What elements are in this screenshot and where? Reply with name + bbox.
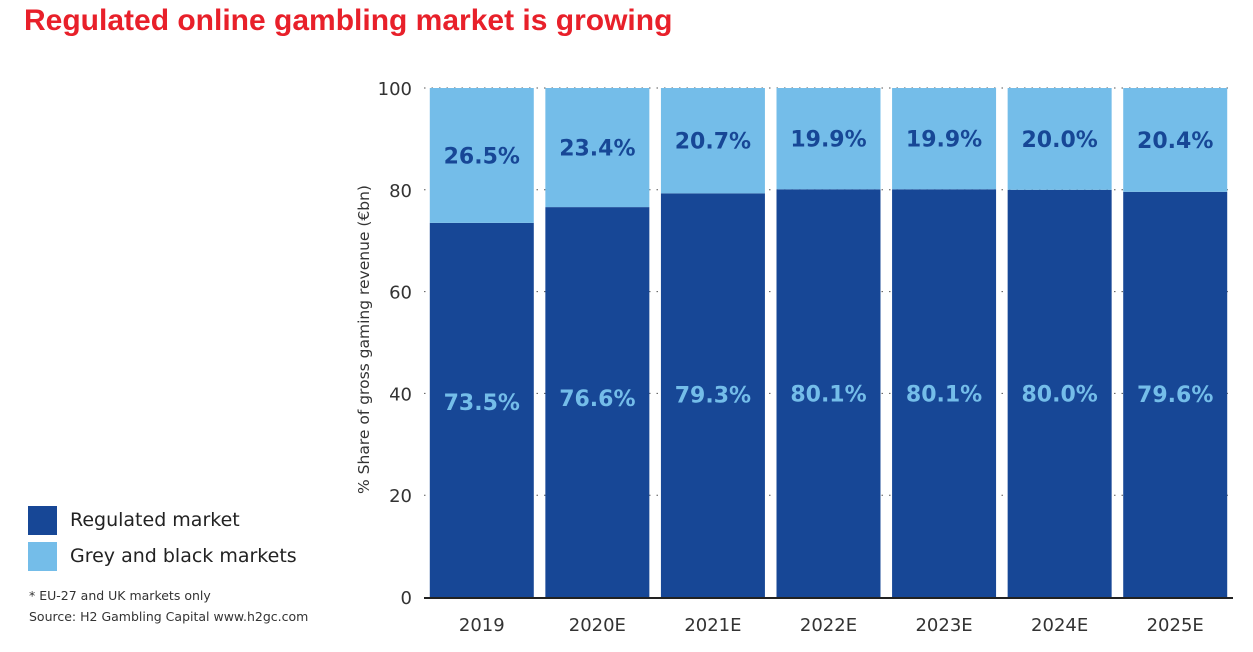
data-label-regulated-2020E: 76.6%: [559, 387, 635, 412]
legend-item-grey-black: Grey and black markets: [28, 538, 297, 574]
legend-label-grey-black: Grey and black markets: [70, 545, 297, 567]
data-label-grey-black-2022E: 19.9%: [790, 128, 866, 153]
legend-swatch-regulated: [28, 505, 57, 535]
bar-regulated-2023E: [892, 189, 997, 597]
bar-grey-black-2021E: [660, 88, 765, 194]
y-tick-label-80: 80: [389, 181, 412, 202]
data-label-grey-black-2021E: 20.7%: [675, 130, 751, 155]
y-tick-label-0: 0: [401, 588, 412, 609]
y-tick-label-100: 100: [378, 79, 412, 100]
x-tick-label-2025E: 2025E: [1147, 615, 1204, 636]
bar-regulated-2024E: [1007, 189, 1112, 598]
x-tick-label-2019: 2019: [459, 615, 505, 636]
bar-grey-black-2020E: [545, 88, 650, 208]
data-label-regulated-2024E: 80.0%: [1021, 383, 1097, 408]
source-note: Source: H2 Gambling Capital www.h2gc.com: [29, 609, 309, 624]
x-tick-label-2022E: 2022E: [800, 615, 857, 636]
footnote: * EU-27 and UK markets only: [29, 588, 211, 603]
x-tick-label-2021E: 2021E: [684, 615, 741, 636]
bar-regulated-2020E: [545, 207, 650, 597]
y-tick-label-20: 20: [389, 486, 412, 507]
data-label-regulated-2019: 73.5%: [444, 391, 520, 416]
bar-regulated-2025E: [1123, 191, 1228, 597]
data-label-grey-black-2023E: 19.9%: [906, 128, 982, 153]
footnote-block: * EU-27 and UK markets only Source: H2 G…: [29, 585, 308, 627]
chart-title: Regulated online gambling market is grow…: [24, 4, 673, 37]
bar-regulated-2019: [429, 222, 534, 597]
bar-grey-black-2023E: [892, 88, 997, 190]
legend-swatch-grey-black: [28, 541, 57, 571]
x-tick-label-2024E: 2024E: [1031, 615, 1088, 636]
bar-grey-black-2024E: [1007, 88, 1112, 190]
bar-grey-black-2019: [429, 88, 534, 223]
legend-label-regulated: Regulated market: [70, 509, 240, 531]
data-label-grey-black-2024E: 20.0%: [1021, 128, 1097, 153]
data-label-regulated-2022E: 80.1%: [790, 382, 866, 407]
legend-item-regulated: Regulated market: [28, 502, 297, 538]
y-tick-label-40: 40: [389, 384, 412, 405]
x-tick-label-2023E: 2023E: [915, 615, 972, 636]
data-label-regulated-2023E: 80.1%: [906, 382, 982, 407]
data-label-grey-black-2019: 26.5%: [444, 144, 520, 169]
data-label-regulated-2021E: 79.3%: [675, 383, 751, 408]
data-label-regulated-2025E: 79.6%: [1137, 383, 1213, 408]
bar-regulated-2022E: [776, 189, 881, 597]
data-label-grey-black-2025E: 20.4%: [1137, 129, 1213, 154]
bar-regulated-2021E: [660, 193, 765, 597]
x-tick-label-2020E: 2020E: [569, 615, 626, 636]
bar-grey-black-2022E: [776, 88, 881, 190]
y-tick-label-60: 60: [389, 283, 412, 304]
data-label-grey-black-2020E: 23.4%: [559, 137, 635, 162]
y-axis-label: % Share of gross gaming revenue (€bn): [355, 185, 373, 494]
legend: Regulated market Grey and black markets: [28, 502, 297, 574]
bar-grey-black-2025E: [1123, 88, 1228, 192]
